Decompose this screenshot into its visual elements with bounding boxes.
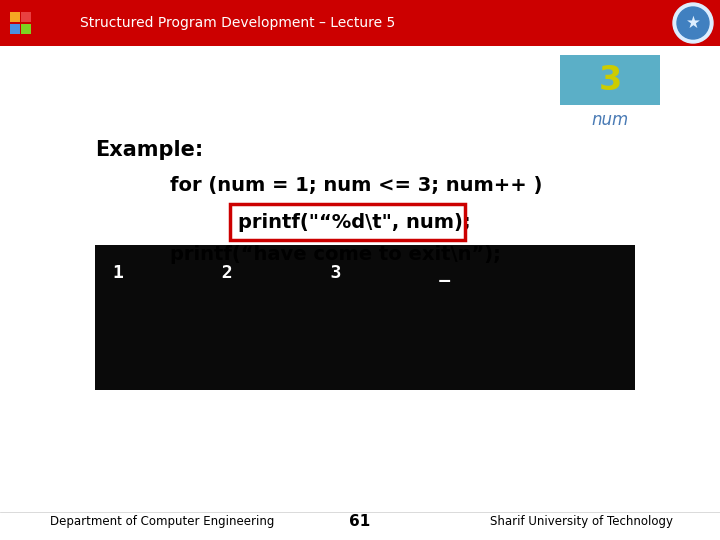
Text: Sharif University of Technology: Sharif University of Technology	[490, 516, 673, 529]
Text: Example:: Example:	[95, 140, 203, 160]
Circle shape	[677, 7, 709, 39]
Text: Structured Program Development – Lecture 5: Structured Program Development – Lecture…	[80, 16, 395, 30]
Text: 61: 61	[349, 515, 371, 530]
FancyBboxPatch shape	[21, 24, 31, 34]
Text: ★: ★	[685, 14, 701, 32]
FancyBboxPatch shape	[10, 24, 20, 34]
FancyBboxPatch shape	[95, 245, 635, 390]
FancyBboxPatch shape	[560, 55, 660, 105]
Text: Department of Computer Engineering: Department of Computer Engineering	[50, 516, 274, 529]
FancyBboxPatch shape	[0, 0, 720, 46]
Text: num: num	[591, 111, 629, 129]
Text: 3: 3	[598, 64, 621, 97]
FancyBboxPatch shape	[230, 204, 465, 240]
FancyBboxPatch shape	[10, 12, 20, 22]
Text: printf("“%d\t", num);: printf("“%d\t", num);	[238, 213, 471, 232]
Text: 1         2         3         _: 1 2 3 _	[113, 264, 450, 282]
Text: for (num = 1; num <= 3; num++ ): for (num = 1; num <= 3; num++ )	[170, 176, 542, 194]
Text: printf(“have come to exit\n”);: printf(“have come to exit\n”);	[170, 246, 501, 265]
FancyBboxPatch shape	[21, 12, 31, 22]
Circle shape	[673, 3, 713, 43]
